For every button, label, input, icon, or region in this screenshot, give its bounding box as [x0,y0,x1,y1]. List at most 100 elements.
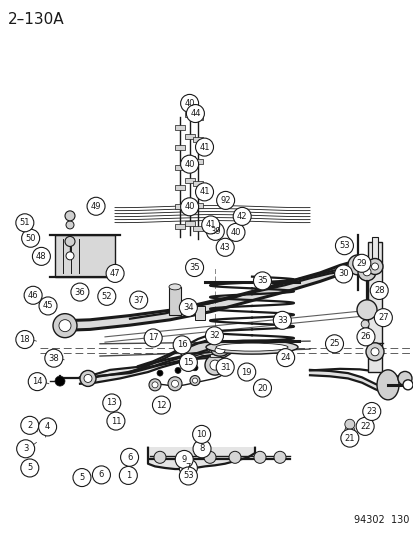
Text: 18: 18 [19,335,30,344]
Circle shape [179,353,197,372]
Circle shape [257,380,267,390]
Circle shape [216,191,234,209]
Polygon shape [80,346,218,384]
Circle shape [66,252,74,260]
Text: 10: 10 [196,430,206,439]
Text: 5: 5 [79,473,84,482]
Bar [195,305,204,320]
Circle shape [334,265,352,283]
Circle shape [216,358,234,376]
Circle shape [21,459,39,477]
Circle shape [97,287,116,305]
Bar [175,184,185,190]
Circle shape [179,467,197,485]
Text: 41: 41 [199,143,209,151]
Circle shape [119,466,137,484]
Circle shape [370,348,378,356]
Circle shape [106,264,124,282]
Circle shape [28,373,46,391]
Circle shape [344,419,354,429]
Text: 30: 30 [337,270,348,278]
Bar [184,177,194,183]
Circle shape [55,376,65,386]
Text: 40: 40 [184,203,195,211]
Circle shape [65,211,75,221]
Bar [192,204,202,208]
Circle shape [357,263,375,281]
Text: 32: 32 [209,332,219,340]
Circle shape [204,451,216,463]
Polygon shape [85,352,219,381]
Bar [184,112,194,117]
Text: 53: 53 [183,472,193,480]
Circle shape [21,229,40,247]
Circle shape [340,429,358,447]
Text: 4: 4 [45,423,50,431]
Circle shape [73,469,91,487]
Circle shape [120,448,138,466]
Circle shape [24,286,42,304]
Text: 35: 35 [189,263,199,272]
Circle shape [205,327,223,345]
Text: 39: 39 [209,227,220,236]
Circle shape [144,329,162,347]
Circle shape [253,272,271,290]
Circle shape [179,459,197,477]
Text: 13: 13 [106,399,117,407]
Bar [184,134,194,139]
Circle shape [80,370,96,386]
Circle shape [356,300,376,320]
Text: 34: 34 [183,303,193,312]
Text: 52: 52 [101,292,112,301]
Circle shape [209,360,219,370]
Text: 38: 38 [48,354,59,362]
Text: 40: 40 [184,99,195,108]
Bar [209,349,221,352]
Text: 47: 47 [109,269,120,278]
Bar [175,165,185,170]
Circle shape [352,254,370,272]
Circle shape [192,378,197,383]
Circle shape [397,372,411,385]
Circle shape [360,327,368,336]
Text: 26: 26 [360,333,370,341]
Circle shape [360,335,368,343]
Text: 37: 37 [133,296,144,304]
Text: 44: 44 [190,109,200,118]
Circle shape [373,309,392,327]
Circle shape [16,330,34,349]
Text: 49: 49 [90,202,101,211]
Bar [192,115,202,120]
Circle shape [344,432,354,442]
Text: 46: 46 [28,291,38,300]
Text: 16: 16 [176,341,187,349]
Circle shape [157,370,163,376]
Ellipse shape [216,343,287,351]
Circle shape [87,197,105,215]
Polygon shape [60,260,359,330]
Text: 42: 42 [236,212,247,221]
Text: 36: 36 [74,288,85,296]
Text: 20: 20 [256,384,267,392]
Bar [184,156,194,161]
Text: 5: 5 [27,464,32,472]
Circle shape [178,451,190,463]
Circle shape [192,425,210,443]
Bar [192,159,202,164]
Bar [192,225,202,231]
Circle shape [21,416,39,434]
Circle shape [228,451,240,463]
Text: 1: 1 [126,471,131,480]
Circle shape [168,377,182,391]
Text: 33: 33 [276,316,287,325]
Text: 45: 45 [43,302,53,310]
Text: 94302  130: 94302 130 [353,515,408,525]
Circle shape [152,396,170,414]
Text: 50: 50 [25,234,36,243]
Circle shape [226,223,244,241]
Ellipse shape [169,284,180,290]
Circle shape [175,450,193,469]
Circle shape [154,451,166,463]
Circle shape [186,104,204,123]
Polygon shape [147,448,254,469]
